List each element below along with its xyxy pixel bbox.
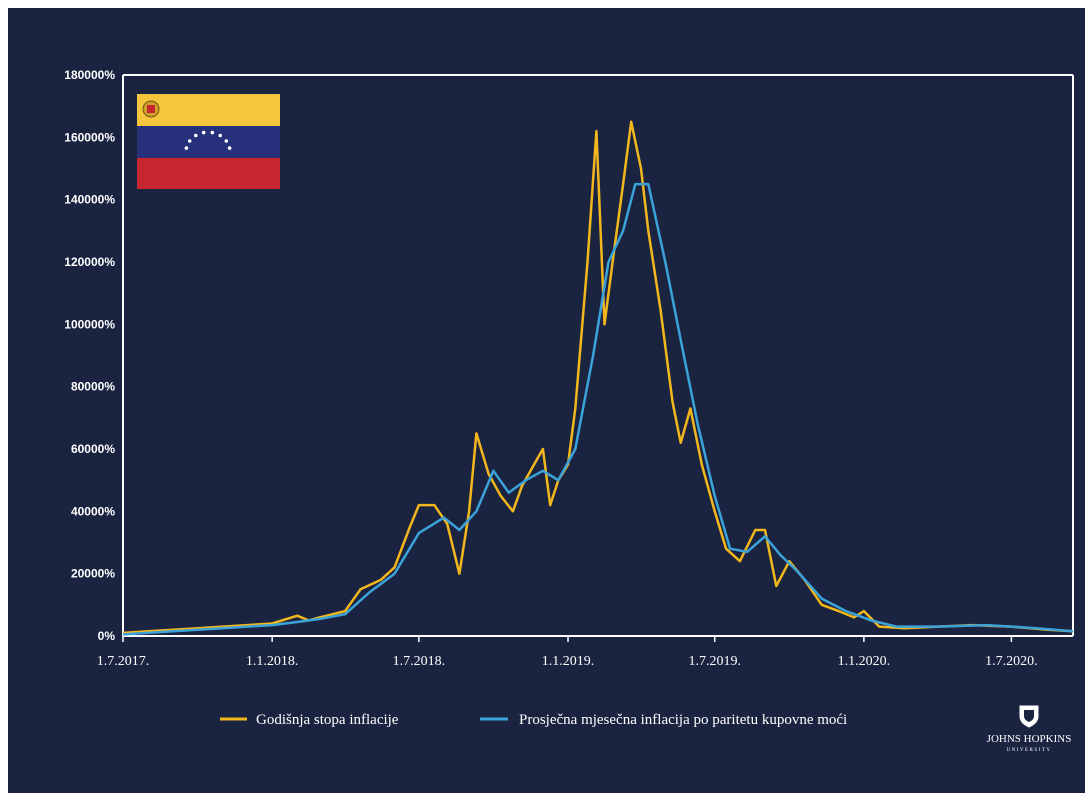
y-tick-label: 0% <box>98 629 116 643</box>
flag-blue-stripe <box>137 126 280 158</box>
logo-sub: UNIVERSITY <box>1007 748 1052 753</box>
flag-star <box>218 133 222 138</box>
x-tick-label: 1.1.2019. <box>542 654 595 669</box>
y-tick-label: 120000% <box>64 255 115 269</box>
x-tick-label: 1.1.2018. <box>246 654 299 669</box>
y-tick-labels: 0% 20000% 40000% 60000% 80000% 100000% 120000%… <box>64 68 115 643</box>
x-tick-label: 1.7.2020. <box>985 654 1038 669</box>
legend: Godišnja stopa inflacije Prosječna mjese… <box>220 712 847 728</box>
flag-star <box>224 139 229 143</box>
y-tick-label: 60000% <box>71 442 115 456</box>
venezuela-flag-icon <box>137 94 280 189</box>
x-tick-labels: 1.7.2017. 1.1.2018. 1.7.2018. 1.1.2019. 1.7.… <box>97 636 1038 669</box>
flag-star <box>187 139 192 143</box>
x-tick-label: 1.7.2017. <box>97 654 150 669</box>
flag-red-stripe <box>137 158 280 189</box>
series-line-2 <box>122 182 1074 636</box>
johns-hopkins-logo: JOHNS HOPKINS UNIVERSITY <box>987 705 1072 753</box>
x-tick-label: 1.1.2020. <box>838 654 891 669</box>
y-tick-label: 180000% <box>64 68 115 82</box>
flag-coat-of-arms-icon <box>142 100 160 118</box>
legend-label-series1: Godišnja stopa inflacije <box>256 712 399 728</box>
x-tick-label: 1.7.2018. <box>393 654 446 669</box>
series-lines <box>122 120 1074 636</box>
x-tick-label: 1.7.2019. <box>688 654 741 669</box>
y-tick-label: 160000% <box>64 130 115 144</box>
legend-label-series2: Prosječna mjesečna inflacija po paritetu… <box>519 712 847 728</box>
axes <box>122 74 1074 637</box>
y-tick-label: 140000% <box>64 193 115 207</box>
flag-yellow-stripe <box>137 94 280 126</box>
flag-star <box>194 133 198 138</box>
y-tick-label: 100000% <box>64 317 115 331</box>
flag-stars-icon <box>184 130 232 150</box>
series-line-1 <box>122 120 1074 635</box>
flag-star <box>227 146 232 150</box>
flag-star <box>201 130 206 135</box>
y-tick-label: 80000% <box>71 380 115 394</box>
y-tick-label: 40000% <box>71 504 115 518</box>
flag-star <box>184 146 189 150</box>
y-tick-label: 20000% <box>71 567 115 581</box>
flag-star <box>210 130 215 135</box>
logo-name: JOHNS HOPKINS <box>987 733 1072 745</box>
